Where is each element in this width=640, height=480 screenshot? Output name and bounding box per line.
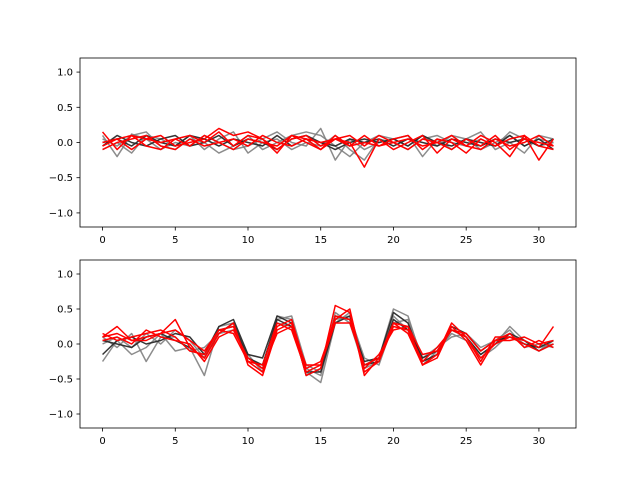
- x-tick-label: 10: [242, 235, 255, 246]
- x-tick-label: 30: [533, 436, 546, 447]
- x-tick-label: 5: [172, 235, 178, 246]
- y-tick-label: 0.5: [57, 103, 73, 114]
- series-line-8: [102, 322, 554, 373]
- x-tick-label: 25: [460, 436, 473, 447]
- y-tick-label: 0.0: [57, 138, 73, 149]
- series-line-5: [102, 304, 555, 377]
- x-tick-label: 0: [99, 235, 105, 246]
- y-tick-label: 0.0: [57, 340, 73, 351]
- y-tick-label: −0.5: [49, 173, 73, 184]
- x-tick-label: 15: [314, 436, 327, 447]
- x-tick-label: 25: [460, 235, 473, 246]
- y-tick-label: −1.0: [49, 410, 73, 421]
- top-subplot: 0 5 10 15 20 25 30 1.0 0.5 0.0 −0.5 −1.0: [49, 57, 577, 246]
- y-tick-label: 1.0: [57, 68, 73, 79]
- series-line-5: [101, 131, 555, 168]
- y-tick-label: 0.5: [57, 305, 73, 316]
- y-tick-label: −0.5: [49, 375, 73, 386]
- series-line-7: [102, 134, 554, 154]
- series-line-7: [102, 315, 554, 370]
- x-tick-label: 20: [387, 235, 400, 246]
- x-tick-label: 5: [172, 436, 178, 447]
- x-tick-label: 30: [533, 235, 546, 246]
- x-tick-label: 0: [99, 436, 105, 447]
- y-tick-label: −1.0: [49, 208, 73, 219]
- x-tick-label: 20: [387, 436, 400, 447]
- x-tick-label: 15: [314, 235, 327, 246]
- bottom-subplot: 0 5 10 15 20 25 30 1.0 0.5 0.0 −0.5 −1.0: [49, 259, 577, 447]
- x-tick-label: 10: [242, 436, 255, 447]
- series-line-8: [102, 134, 554, 151]
- y-tick-label: 1.0: [57, 270, 73, 281]
